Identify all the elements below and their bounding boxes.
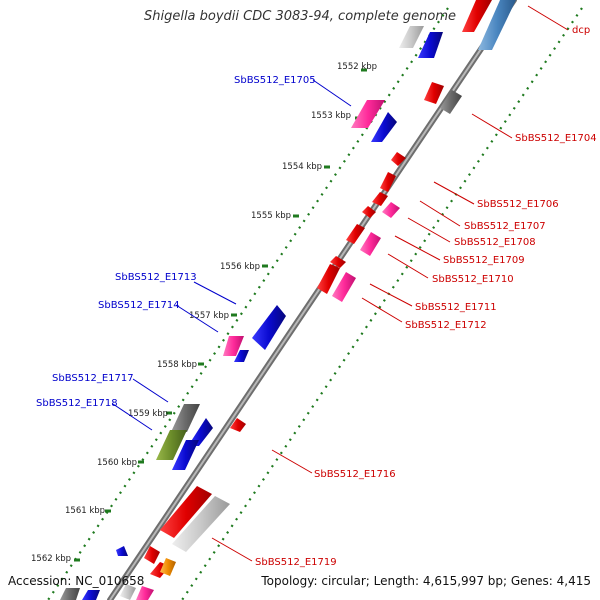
gene-feature[interactable] <box>60 588 80 600</box>
gene-label[interactable]: SbBS512_E1705 <box>234 75 316 86</box>
gene-feature[interactable] <box>160 486 212 538</box>
gene-label[interactable]: SbBS512_E1713 <box>115 272 197 283</box>
tick-label: 1561 kbp <box>65 506 105 516</box>
gene-feature[interactable] <box>172 440 199 470</box>
gene-label[interactable]: SbBS512_E1709 <box>443 255 525 266</box>
gene-feature[interactable] <box>391 152 406 166</box>
gene-feature[interactable] <box>317 264 340 294</box>
gene-label[interactable]: SbBS512_E1711 <box>415 302 497 313</box>
tick-label: 1554 kbp <box>282 162 322 172</box>
gene-feature[interactable] <box>424 82 444 104</box>
tick-label: 1558 kbp <box>157 360 197 370</box>
gene-feature[interactable] <box>399 26 424 48</box>
tick-label: 1552 kbp <box>337 62 377 72</box>
gene-feature[interactable] <box>346 224 365 244</box>
tick-label: 1559 kbp <box>128 409 168 419</box>
gene-label[interactable]: SbBS512_E1706 <box>477 199 559 210</box>
gene-feature[interactable] <box>372 192 388 206</box>
tick-labels: 1552 kbp 1553 kbp 1554 kbp 1555 kbp 1556… <box>31 62 377 564</box>
gene-label[interactable]: SbBS512_E1716 <box>314 469 396 480</box>
gene-label[interactable]: SbBS512_E1708 <box>454 237 536 248</box>
gene-feature[interactable] <box>234 350 249 362</box>
gene-label[interactable]: SbBS512_E1714 <box>98 300 180 311</box>
gene-label[interactable]: SbBS512_E1710 <box>432 274 514 285</box>
gene-feature[interactable] <box>380 172 396 192</box>
forward-strand-features <box>120 0 516 600</box>
gene-feature[interactable] <box>144 546 160 564</box>
gene-label[interactable]: SbBS512_E1717 <box>52 373 134 384</box>
reverse-strand-features <box>60 26 443 600</box>
gene-feature[interactable] <box>462 0 492 32</box>
tick-label: 1557 kbp <box>189 311 229 321</box>
gene-feature[interactable] <box>82 590 100 600</box>
gene-feature[interactable] <box>223 336 244 356</box>
topology-text: Topology: circular; Length: 4,615,997 bp… <box>261 574 591 588</box>
gene-feature[interactable] <box>252 305 286 350</box>
gene-feature[interactable] <box>418 32 443 58</box>
gene-feature[interactable] <box>371 112 397 142</box>
tick-label: 1562 kbp <box>31 554 71 564</box>
gene-feature[interactable] <box>171 404 200 432</box>
gene-feature[interactable] <box>440 90 462 114</box>
gene-feature[interactable] <box>188 418 213 446</box>
gene-feature[interactable] <box>382 202 400 218</box>
gene-feature[interactable] <box>230 418 246 432</box>
tick-label: 1555 kbp <box>251 211 291 221</box>
tick-label: 1553 kbp <box>311 111 351 121</box>
gene-label[interactable]: SbBS512_E1718 <box>36 398 118 409</box>
accession-text: Accession: NC_010658 <box>8 574 145 588</box>
gene-label[interactable]: SbBS512_E1719 <box>255 557 337 568</box>
gene-feature[interactable] <box>351 100 385 128</box>
gene-feature[interactable] <box>362 206 376 218</box>
gene-label[interactable]: SbBS512_E1704 <box>515 133 597 144</box>
gene-feature[interactable] <box>156 430 187 460</box>
gene-feature[interactable] <box>330 256 346 268</box>
gene-feature[interactable] <box>172 496 230 552</box>
gene-labels-forward: dcp SbBS512_E1704 SbBS512_E1706 SbBS512_… <box>255 25 597 568</box>
gene-feature[interactable] <box>160 558 176 576</box>
gene-feature[interactable] <box>120 584 136 600</box>
gene-labels-reverse: SbBS512_E1705 SbBS512_E1713 SbBS512_E171… <box>36 75 316 409</box>
tick-label: 1560 kbp <box>97 458 137 468</box>
gene-feature[interactable] <box>136 586 154 600</box>
gene-feature[interactable] <box>332 272 356 302</box>
outer-guide-right <box>181 7 583 600</box>
gene-label[interactable]: dcp <box>572 25 590 36</box>
gene-feature[interactable] <box>478 0 516 50</box>
gene-feature[interactable] <box>116 546 128 556</box>
gene-label[interactable]: SbBS512_E1712 <box>405 320 487 331</box>
gene-label[interactable]: SbBS512_E1707 <box>464 221 546 232</box>
tick-label: 1556 kbp <box>220 262 260 272</box>
label-leaders <box>112 5 569 562</box>
genome-title: Shigella boydii CDC 3083-94, complete ge… <box>143 9 457 24</box>
gene-feature[interactable] <box>360 232 381 256</box>
